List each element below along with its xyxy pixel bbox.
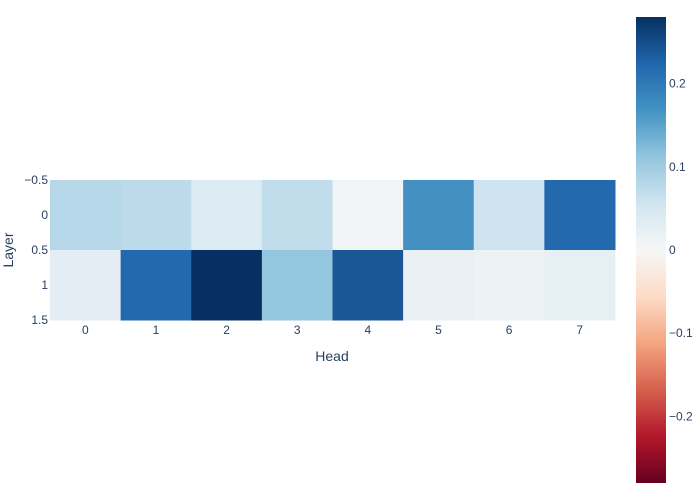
y-tick-label: 0 — [41, 208, 48, 222]
heatmap-cell — [50, 250, 122, 321]
colorbar-ticks: 0.2 0.1 0 −0.1 −0.2 — [669, 77, 693, 424]
x-tick-label: 1 — [153, 323, 160, 337]
x-tick-label: 0 — [82, 323, 89, 337]
x-tick-label: 3 — [294, 323, 301, 337]
x-tick-label: 5 — [435, 323, 442, 337]
heatmap-cell — [191, 180, 263, 251]
colorbar-tick-label: −0.2 — [669, 409, 693, 423]
x-tick-label: 2 — [223, 323, 230, 337]
heatmap-cell — [332, 180, 404, 251]
y-tick-label: 0.5 — [31, 243, 48, 257]
heatmap-cell — [403, 180, 475, 251]
x-tick-label: 6 — [506, 323, 513, 337]
colorbar-tick-label: 0.2 — [669, 77, 686, 91]
colorbar-tick-label: 0.1 — [669, 160, 686, 174]
heatmap-cell — [473, 250, 545, 321]
y-axis-ticks: −0.5 0 0.5 1 1.5 — [24, 173, 48, 327]
y-tick-label: 1 — [41, 278, 48, 292]
heatmap-cell — [120, 180, 192, 251]
y-tick-label: −0.5 — [24, 173, 48, 187]
y-axis-title: Layer — [0, 232, 16, 267]
colorbar-tick-label: −0.1 — [669, 326, 693, 340]
heatmap-cell — [332, 250, 404, 321]
x-axis-title: Head — [315, 348, 348, 364]
heatmap-cell — [403, 250, 475, 321]
x-tick-label: 7 — [576, 323, 583, 337]
colorbar-tick-label: 0 — [669, 243, 676, 257]
x-tick-label: 4 — [364, 323, 371, 337]
colorbar — [636, 17, 666, 483]
y-tick-label: 1.5 — [31, 313, 48, 327]
heatmap-cell — [120, 250, 192, 321]
heatmap-cell — [261, 250, 333, 321]
heatmap-cells — [50, 180, 616, 321]
heatmap-cell — [191, 250, 263, 321]
heatmap-cell — [261, 180, 333, 251]
heatmap-cell — [544, 180, 616, 251]
x-axis-ticks: 0 1 2 3 4 5 6 7 — [82, 323, 583, 337]
heatmap-cell — [50, 180, 122, 251]
heatmap-cell — [473, 180, 545, 251]
heatmap-cell — [544, 250, 616, 321]
